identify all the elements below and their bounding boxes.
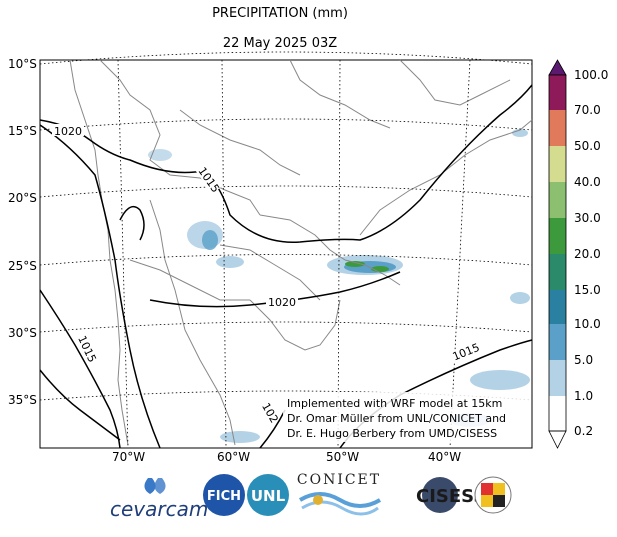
cisess-logo: CISESS bbox=[416, 477, 486, 513]
isobar-labels: 1020 1015 1020 1015 1015 102 bbox=[52, 124, 482, 425]
colorbar-level: 70.0 bbox=[574, 103, 601, 117]
lat-label: 25°S bbox=[8, 259, 37, 273]
latitude-labels: 10°S 15°S 20°S 25°S 30°S 35°S bbox=[8, 57, 37, 407]
lat-label: 30°S bbox=[8, 326, 37, 340]
colorbar-bottom-arrow bbox=[548, 430, 567, 449]
colorbar-level: 30.0 bbox=[574, 211, 601, 225]
conicet-text: CONICET bbox=[297, 472, 381, 488]
credit-line: Dr. E. Hugo Berbery from UMD/CISESS bbox=[287, 427, 497, 440]
cevarcam-logo: cevarcam bbox=[110, 478, 208, 521]
credit-line: Implemented with WRF model at 15km bbox=[287, 397, 502, 410]
credit-line: Dr. Omar Müller from UNL/CONICET and bbox=[287, 412, 506, 425]
colorbar-level: 40.0 bbox=[574, 175, 601, 189]
lon-label: 60°W bbox=[217, 450, 250, 464]
fich-logo: FICH bbox=[203, 474, 245, 516]
cisess-text: CISESS bbox=[416, 486, 486, 507]
lon-label: 50°W bbox=[326, 450, 359, 464]
lat-label: 15°S bbox=[8, 124, 37, 138]
lat-label: 20°S bbox=[8, 191, 37, 205]
colorbar bbox=[548, 59, 567, 449]
cevarcam-text: cevarcam bbox=[110, 497, 208, 521]
colorbar-level: 15.0 bbox=[574, 283, 601, 297]
colorbar-level: 10.0 bbox=[574, 317, 601, 331]
lon-label: 40°W bbox=[428, 450, 461, 464]
logos-row: cevarcam FICH UNL CONICET CISESS bbox=[110, 472, 512, 521]
lat-label: 10°S bbox=[8, 57, 37, 71]
colorbar-labels: 100.0 70.0 50.0 40.0 30.0 20.0 15.0 10.0… bbox=[574, 68, 608, 438]
credit-box: Implemented with WRF model at 15km Dr. O… bbox=[283, 392, 531, 442]
colorbar-level: 50.0 bbox=[574, 139, 601, 153]
fich-text: FICH bbox=[207, 489, 241, 504]
map-title: PRECIPITATION (mm) bbox=[212, 6, 348, 21]
country-borders bbox=[69, 59, 533, 446]
unl-text: UNL bbox=[251, 487, 286, 505]
map-date: 22 May 2025 03Z bbox=[222, 36, 338, 51]
colorbar-level: 20.0 bbox=[574, 247, 601, 261]
lat-label: 35°S bbox=[8, 393, 37, 407]
longitude-labels: 70°W 60°W 50°W 40°W bbox=[112, 450, 461, 464]
isobar-label: 1020 bbox=[268, 296, 296, 309]
colorbar-top-arrow bbox=[548, 59, 567, 76]
map-frame bbox=[39, 59, 533, 449]
colorbar-level: 100.0 bbox=[574, 68, 608, 82]
colorbar-level: 1.0 bbox=[574, 389, 593, 403]
conicet-logo: CONICET bbox=[297, 472, 382, 516]
maryland-seal-logo bbox=[474, 476, 512, 514]
colorbar-level: 5.0 bbox=[574, 353, 593, 367]
isobar-label: 1020 bbox=[54, 125, 82, 138]
isobar-lines bbox=[39, 84, 533, 449]
unl-logo: UNL bbox=[247, 474, 289, 516]
lon-label: 70°W bbox=[112, 450, 145, 464]
colorbar-level: 0.2 bbox=[574, 424, 593, 438]
